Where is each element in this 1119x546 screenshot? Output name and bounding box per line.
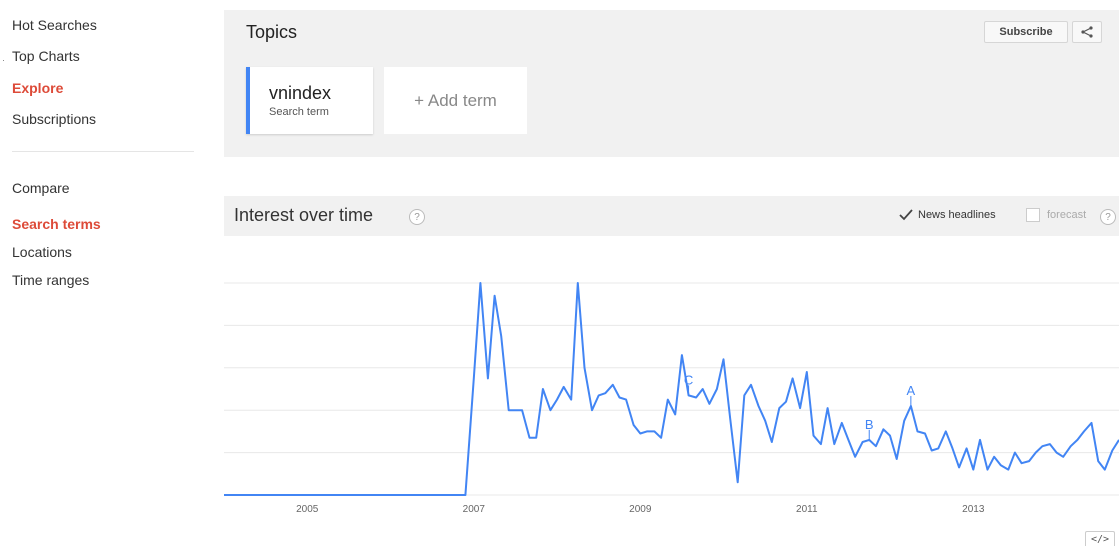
sidebar-item-explore[interactable]: Explore xyxy=(12,80,64,96)
forecast-label: forecast xyxy=(1047,209,1087,221)
forecast-help-icon[interactable]: ? xyxy=(1100,209,1116,225)
news-annotation-c[interactable]: C xyxy=(684,372,693,396)
annotation-label: B xyxy=(865,417,874,432)
term-type: Search term xyxy=(269,106,329,118)
x-tick-label: 2013 xyxy=(962,504,985,515)
sidebar-item-search-terms[interactable]: Search terms xyxy=(12,216,101,232)
bullet-icon: · xyxy=(2,55,5,65)
search-term-card[interactable]: vnindex Search term xyxy=(246,67,373,134)
term-name: vnindex xyxy=(269,83,332,103)
annotation-label: A xyxy=(907,383,916,398)
x-tick-label: 2011 xyxy=(796,504,818,515)
add-term-button[interactable]: + Add term xyxy=(384,67,527,134)
chart-gridlines xyxy=(224,282,1119,496)
news-annotation-a[interactable]: A xyxy=(907,383,916,406)
share-button[interactable] xyxy=(1072,21,1102,43)
checkmark-icon xyxy=(899,209,913,221)
chart-series xyxy=(224,282,1119,496)
share-icon xyxy=(1081,26,1093,38)
topics-title: Topics xyxy=(246,22,298,42)
sidebar-divider xyxy=(12,151,194,152)
sidebar-item-top-charts[interactable]: Top Charts xyxy=(12,48,80,64)
x-tick-label: 2009 xyxy=(629,504,652,515)
sidebar: · Hot Searches Top Charts Explore Subscr… xyxy=(0,0,200,546)
embed-button[interactable]: </> xyxy=(1085,531,1115,546)
topics-panel: Topics Subscribe vnindex Search term + A… xyxy=(224,10,1119,157)
chart-annotations: C B A xyxy=(684,372,916,440)
sidebar-item-subscriptions[interactable]: Subscriptions xyxy=(12,111,97,127)
sidebar-item-hot-searches[interactable]: Hot Searches xyxy=(12,17,97,33)
x-tick-label: 2007 xyxy=(463,504,486,515)
x-tick-label: 2005 xyxy=(296,504,319,515)
chart-x-axis: 2005 2007 2009 2011 2013 xyxy=(296,504,985,515)
subscribe-button[interactable]: Subscribe xyxy=(984,21,1068,43)
series-line-0 xyxy=(224,282,1119,496)
sidebar-item-time-ranges[interactable]: Time ranges xyxy=(12,272,90,288)
interest-over-time-title: Interest over time xyxy=(234,205,374,225)
annotation-label: C xyxy=(684,372,693,387)
help-icon[interactable]: ? xyxy=(409,209,425,225)
interest-over-time-header: Interest over time ? News headlines fore… xyxy=(224,196,1119,236)
news-headlines-label: News headlines xyxy=(918,209,996,221)
sidebar-item-locations[interactable]: Locations xyxy=(12,244,72,260)
news-annotation-b[interactable]: B xyxy=(865,417,874,440)
compare-heading: Compare xyxy=(12,180,70,196)
news-headlines-checkbox[interactable] xyxy=(898,208,913,222)
forecast-checkbox[interactable] xyxy=(1026,208,1040,222)
